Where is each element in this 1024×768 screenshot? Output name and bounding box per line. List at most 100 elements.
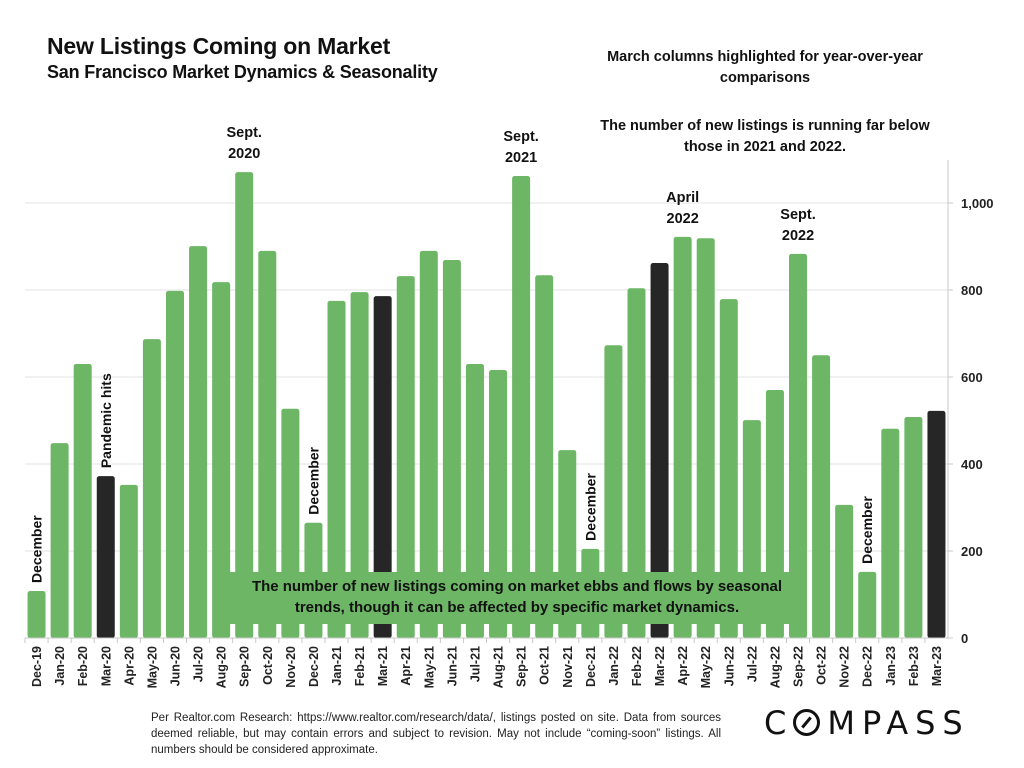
annotation-december: December [859,496,875,564]
bar-feb-21 [350,292,369,638]
y-tick-label: 1,000 [961,196,994,211]
bar-oct-20 [258,250,277,638]
y-tick-label: 200 [961,544,983,559]
x-tick-label: Jun-20 [168,646,182,686]
x-tick-label: Jul-22 [745,646,759,682]
annotations: December Pandemic hits Sept. 2020 December Se… [29,125,876,583]
annotation-december: December [29,515,45,583]
bar-jun-22 [719,299,738,638]
bar-mar-23 [927,410,946,638]
x-tick-label: Apr-20 [122,646,136,686]
chart-title: New Listings Coming on Market [47,33,391,59]
x-tick-label: Sep-21 [515,646,529,687]
x-tick-label: Oct-20 [261,646,275,685]
march-highlight-note: March columns highlighted for year-over-… [607,49,923,86]
x-tick-label: Sep-22 [792,646,806,687]
x-tick-label: Feb-21 [353,646,367,686]
bar-jul-21 [465,363,484,638]
bar-feb-22 [627,288,646,638]
x-tick-label: Dec-19 [30,646,44,687]
annotation-label: April [666,190,699,206]
annotation-december: December [582,473,598,541]
x-tick-label: Dec-22 [861,646,875,687]
x-tick-label: May-22 [699,646,713,688]
y-tick-label: 600 [961,370,983,385]
x-tick-label: Oct-22 [815,646,829,685]
running-below-note: The number of new listings is running fa… [600,118,930,155]
x-tick-label: Nov-20 [284,646,298,688]
annotation-label: Sept. [226,125,261,141]
y-tick-label: 0 [961,631,968,646]
bar-dec-19 [27,591,46,638]
annotation-label: Sept. [503,129,538,145]
x-tick-label: Apr-22 [676,646,690,686]
x-tick-label: Dec-21 [584,646,598,687]
bar-aug-21 [489,370,508,638]
bar-mar-22 [650,263,669,638]
bar-dec-22 [858,571,877,638]
x-axis-labels: Dec-19 Jan-20 Feb-20 Mar-20 Apr-20 May-20 Jun-… [30,646,944,688]
bar-jun-21 [442,259,461,638]
x-tick-label: Oct-21 [538,646,552,685]
bar-sep-22 [789,253,808,638]
bar-may-20 [142,339,161,638]
bar-oct-22 [812,355,831,638]
annotation-label: 2022 [782,228,814,244]
y-axis: 0 200 400 600 800 1,000 [24,160,994,646]
bar-may-22 [696,238,715,639]
seasonal-callout: The number of new listings coming on mar… [228,572,806,624]
bar-jan-20 [50,443,69,638]
annotation-label: 2022 [667,211,699,227]
x-tick-label: Jan-22 [607,646,621,686]
compass-o-icon [793,709,821,736]
x-tick-label: Aug-22 [768,646,782,688]
bar-jun-20 [165,290,184,638]
bar-jan-23 [881,428,900,638]
bar-mar-20 [96,476,115,638]
bar-jan-21 [327,300,346,638]
x-tick-label: May-21 [422,646,436,688]
annotation-december: December [305,446,321,514]
x-tick-label: Dec-20 [307,646,321,687]
x-tick-label: Mar-23 [930,646,944,686]
y-tick-label: 800 [961,283,983,298]
x-tick-label: Jun-21 [445,646,459,686]
bar-aug-20 [212,282,231,638]
bar-jan-22 [604,345,623,638]
bar-feb-23 [904,417,923,638]
x-tick-label: Nov-22 [838,646,852,688]
logo-c: C [764,704,794,742]
bar-sep-20 [235,172,254,639]
x-tick-label: Mar-21 [376,646,390,686]
x-tick-label: Feb-22 [630,646,644,686]
bar-apr-21 [396,276,415,638]
x-tick-label: Feb-23 [907,646,921,686]
x-tick-label: Nov-21 [561,646,575,688]
annotation-label: 2020 [228,146,260,162]
x-tick-label: Mar-22 [653,646,667,686]
bar-apr-22 [673,236,692,638]
bar-sep-21 [512,176,531,638]
x-tick-label: Apr-21 [399,646,413,686]
x-tick-label: Aug-21 [492,646,506,688]
annotation-label: Sept. [780,207,815,223]
x-tick-label: Sep-20 [238,646,252,687]
source-footnote: Per Realtor.com Research: https://www.re… [151,712,721,756]
x-tick-label: Jul-20 [192,646,206,682]
bar-feb-20 [73,363,92,638]
gridlines [25,202,948,552]
x-tick-label: Jun-22 [722,646,736,686]
bar-apr-20 [119,484,138,638]
annotation-label: 2021 [505,150,537,166]
x-tick-label: May-20 [145,646,159,688]
compass-logo: C MPASS [764,704,970,742]
bar-oct-21 [535,275,554,638]
y-tick-label: 400 [961,457,983,472]
x-tick-label: Aug-20 [215,646,229,688]
x-tick-label: Jan-23 [884,646,898,686]
x-tick-label: Jan-21 [330,646,344,686]
x-tick-label: Feb-20 [76,646,90,686]
bar-mar-21 [373,296,392,638]
chart-subtitle: San Francisco Market Dynamics & Seasonal… [47,62,438,82]
